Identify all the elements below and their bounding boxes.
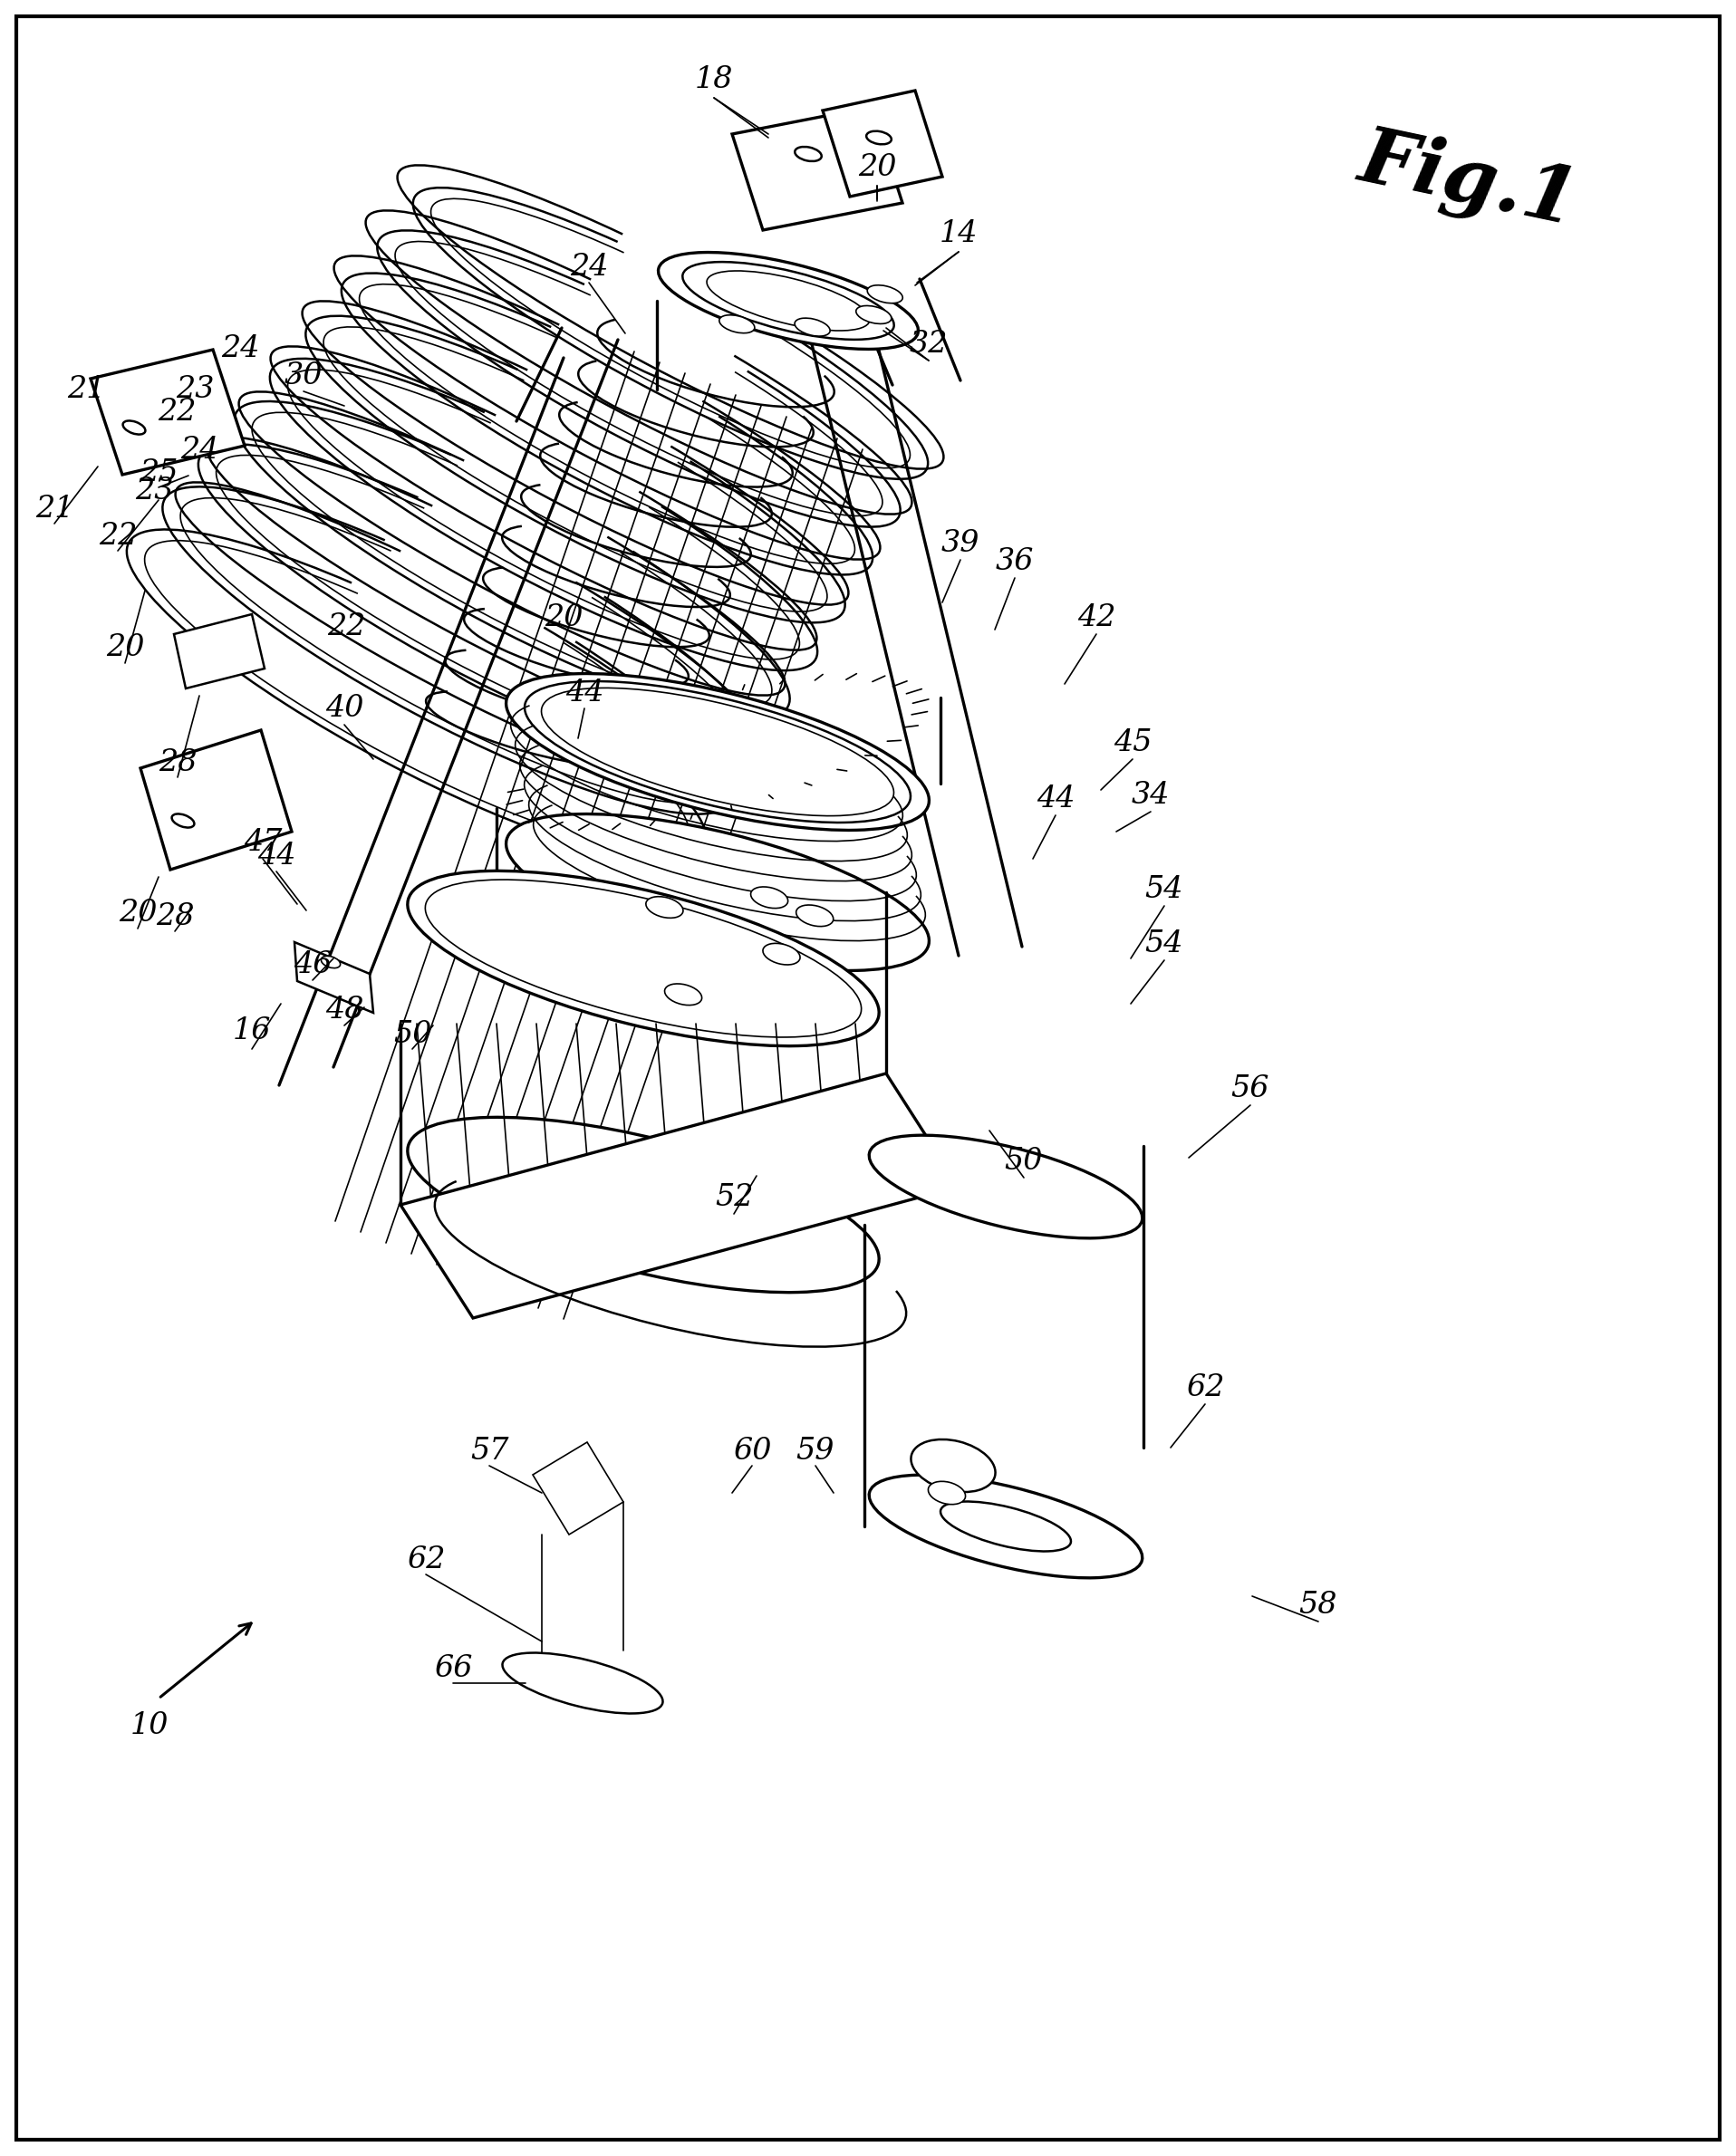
Ellipse shape xyxy=(658,252,918,349)
Text: 14: 14 xyxy=(939,220,977,248)
Ellipse shape xyxy=(870,1475,1142,1578)
Ellipse shape xyxy=(762,944,800,964)
Ellipse shape xyxy=(750,886,788,908)
Text: 32: 32 xyxy=(910,330,948,358)
Text: 16: 16 xyxy=(233,1015,271,1046)
Ellipse shape xyxy=(542,688,894,815)
Text: 34: 34 xyxy=(1132,780,1170,811)
Text: 47: 47 xyxy=(243,828,281,856)
Text: 42: 42 xyxy=(1076,604,1116,632)
Text: 21: 21 xyxy=(66,375,106,403)
Text: 28: 28 xyxy=(158,748,196,778)
Polygon shape xyxy=(733,108,903,231)
Text: 62: 62 xyxy=(1186,1373,1224,1401)
Text: 45: 45 xyxy=(1113,729,1151,757)
Polygon shape xyxy=(141,731,292,869)
Text: 30: 30 xyxy=(285,362,323,390)
Text: 23: 23 xyxy=(135,476,174,505)
Text: 21: 21 xyxy=(35,494,73,524)
Text: 44: 44 xyxy=(566,679,604,707)
Text: 28: 28 xyxy=(156,901,194,931)
Ellipse shape xyxy=(408,1117,878,1291)
Polygon shape xyxy=(90,349,245,474)
Ellipse shape xyxy=(524,681,911,824)
Text: 24: 24 xyxy=(181,436,219,466)
Polygon shape xyxy=(295,942,373,1013)
Ellipse shape xyxy=(408,871,878,1046)
Ellipse shape xyxy=(665,983,701,1005)
Text: 44: 44 xyxy=(1036,785,1075,813)
Text: 46: 46 xyxy=(293,951,332,979)
Text: 22: 22 xyxy=(158,397,196,427)
Text: 58: 58 xyxy=(1299,1591,1337,1619)
Text: 25: 25 xyxy=(139,459,177,487)
Text: 66: 66 xyxy=(434,1654,472,1684)
Ellipse shape xyxy=(870,1136,1142,1238)
Ellipse shape xyxy=(321,955,340,968)
Ellipse shape xyxy=(425,880,861,1037)
Text: 18: 18 xyxy=(694,65,733,95)
Ellipse shape xyxy=(502,1654,663,1714)
Text: 59: 59 xyxy=(797,1436,835,1466)
Text: 36: 36 xyxy=(995,548,1035,576)
Text: 22: 22 xyxy=(326,612,365,640)
Ellipse shape xyxy=(719,315,755,332)
Ellipse shape xyxy=(507,673,929,830)
Text: 52: 52 xyxy=(715,1184,753,1212)
Text: 50: 50 xyxy=(1005,1147,1043,1175)
Ellipse shape xyxy=(911,1440,995,1492)
Ellipse shape xyxy=(682,261,894,341)
Text: 24: 24 xyxy=(220,334,259,362)
Text: 20: 20 xyxy=(106,634,144,662)
Text: 54: 54 xyxy=(1146,875,1184,903)
Polygon shape xyxy=(823,91,943,196)
Text: 20: 20 xyxy=(545,604,583,632)
Text: 62: 62 xyxy=(406,1546,444,1574)
Polygon shape xyxy=(533,1442,623,1535)
Ellipse shape xyxy=(856,306,891,323)
Text: 20: 20 xyxy=(858,153,896,181)
Text: 22: 22 xyxy=(99,522,137,550)
Ellipse shape xyxy=(646,897,684,918)
Ellipse shape xyxy=(795,319,830,336)
Text: 40: 40 xyxy=(325,694,363,722)
Text: 44: 44 xyxy=(257,841,295,871)
Text: 60: 60 xyxy=(733,1436,771,1466)
Text: 56: 56 xyxy=(1231,1074,1269,1104)
Polygon shape xyxy=(174,614,264,688)
Ellipse shape xyxy=(123,420,146,433)
Ellipse shape xyxy=(929,1481,965,1505)
Ellipse shape xyxy=(797,906,833,927)
Polygon shape xyxy=(401,1074,958,1317)
Text: 20: 20 xyxy=(118,899,156,927)
Text: 23: 23 xyxy=(175,375,214,403)
Text: 50: 50 xyxy=(392,1020,432,1050)
Text: 24: 24 xyxy=(569,252,608,282)
Text: 54: 54 xyxy=(1146,929,1184,959)
Text: 48: 48 xyxy=(325,996,363,1024)
Ellipse shape xyxy=(941,1501,1071,1552)
Text: Fig.1: Fig.1 xyxy=(1352,121,1583,241)
Text: 10: 10 xyxy=(130,1712,168,1740)
Ellipse shape xyxy=(866,132,891,144)
Ellipse shape xyxy=(707,272,870,330)
Ellipse shape xyxy=(172,813,194,828)
Text: 57: 57 xyxy=(470,1436,509,1466)
Ellipse shape xyxy=(795,147,821,162)
Ellipse shape xyxy=(507,815,929,970)
Text: 39: 39 xyxy=(941,528,979,558)
Ellipse shape xyxy=(868,285,903,304)
